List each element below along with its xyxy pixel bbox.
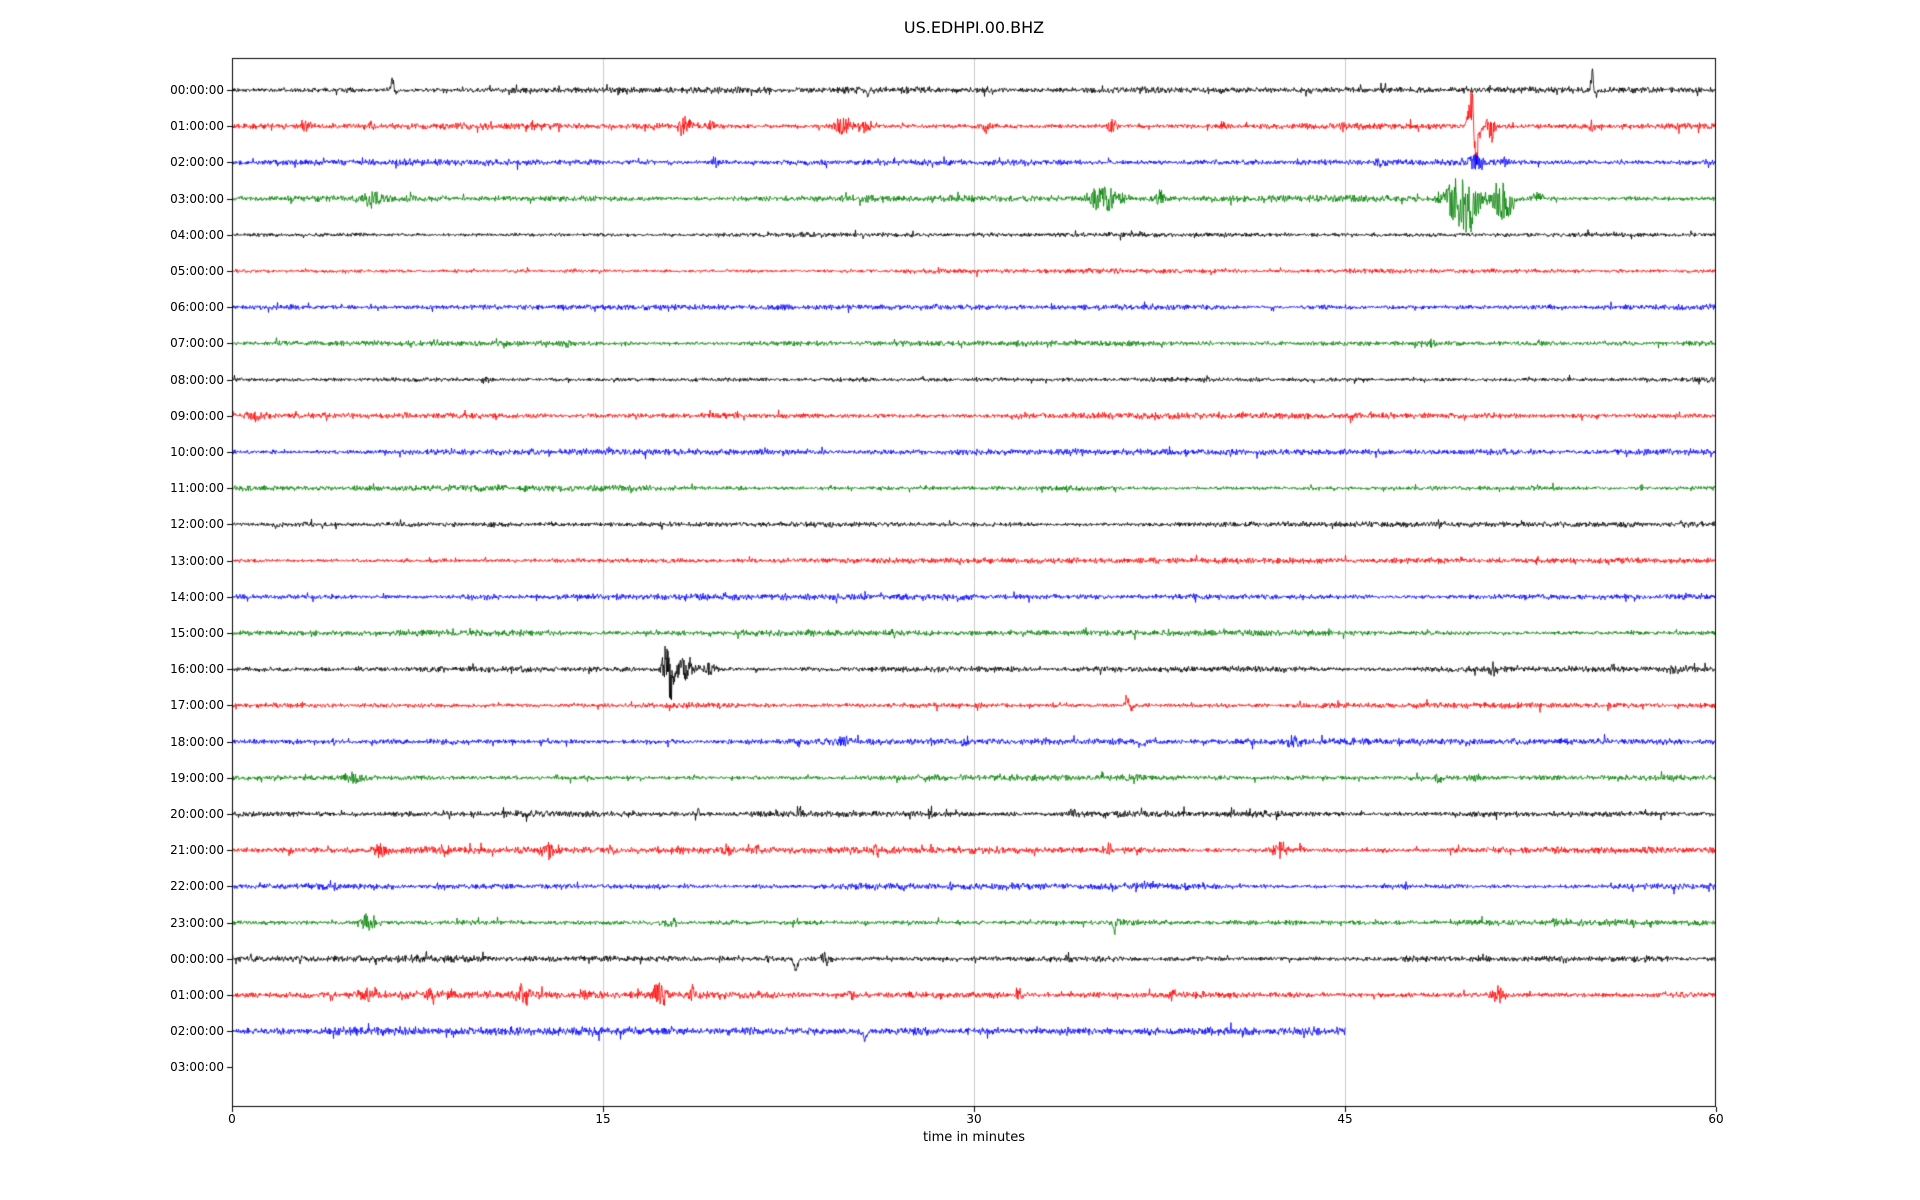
x-tick-label: 0 — [228, 1112, 236, 1126]
y-tick-label: 18:00:00 — [170, 734, 224, 749]
x-axis-title: time in minutes — [922, 1130, 1026, 1145]
y-tick-label: 23:00:00 — [170, 915, 224, 930]
y-tick-label: 03:00:00 — [170, 1060, 224, 1075]
y-tick-label: 04:00:00 — [170, 227, 224, 242]
y-tick-label: 20:00:00 — [170, 807, 224, 821]
y-tick-label: 00:00:00 — [170, 83, 224, 97]
y-tick-label: 05:00:00 — [170, 264, 224, 278]
y-tick-label: 01:00:00 — [170, 988, 224, 1002]
y-tick-label: 12:00:00 — [170, 517, 224, 532]
y-tick-label: 02:00:00 — [170, 155, 224, 170]
y-tick-label: 03:00:00 — [170, 191, 224, 206]
y-tick-label: 11:00:00 — [170, 481, 224, 496]
y-tick-label: 10:00:00 — [170, 445, 224, 459]
y-tick-label: 15:00:00 — [170, 626, 224, 640]
y-tick-label: 21:00:00 — [170, 843, 224, 858]
y-tick-label: 13:00:00 — [170, 553, 224, 568]
y-tick-label: 16:00:00 — [170, 662, 224, 677]
chart-title: US.EDHPI.00.BHZ — [903, 18, 1045, 37]
y-tick-label: 02:00:00 — [170, 1024, 224, 1039]
y-tick-label: 08:00:00 — [170, 372, 224, 387]
y-tick-label: 09:00:00 — [170, 408, 224, 423]
x-tick-label: 60 — [1708, 1112, 1724, 1126]
y-tick-label: 17:00:00 — [170, 698, 224, 713]
x-tick-label: 45 — [1337, 1112, 1353, 1126]
y-tick-label: 14:00:00 — [170, 589, 224, 604]
y-tick-label: 22:00:00 — [170, 879, 224, 894]
y-tick-label: 01:00:00 — [170, 119, 224, 134]
x-tick-label: 30 — [966, 1112, 982, 1126]
y-tick-label: 07:00:00 — [170, 336, 224, 351]
x-tick-label: 15 — [595, 1112, 611, 1126]
y-tick-label: 19:00:00 — [170, 770, 224, 785]
y-tick-label: 00:00:00 — [170, 951, 224, 966]
y-tick-label: 06:00:00 — [170, 300, 224, 315]
